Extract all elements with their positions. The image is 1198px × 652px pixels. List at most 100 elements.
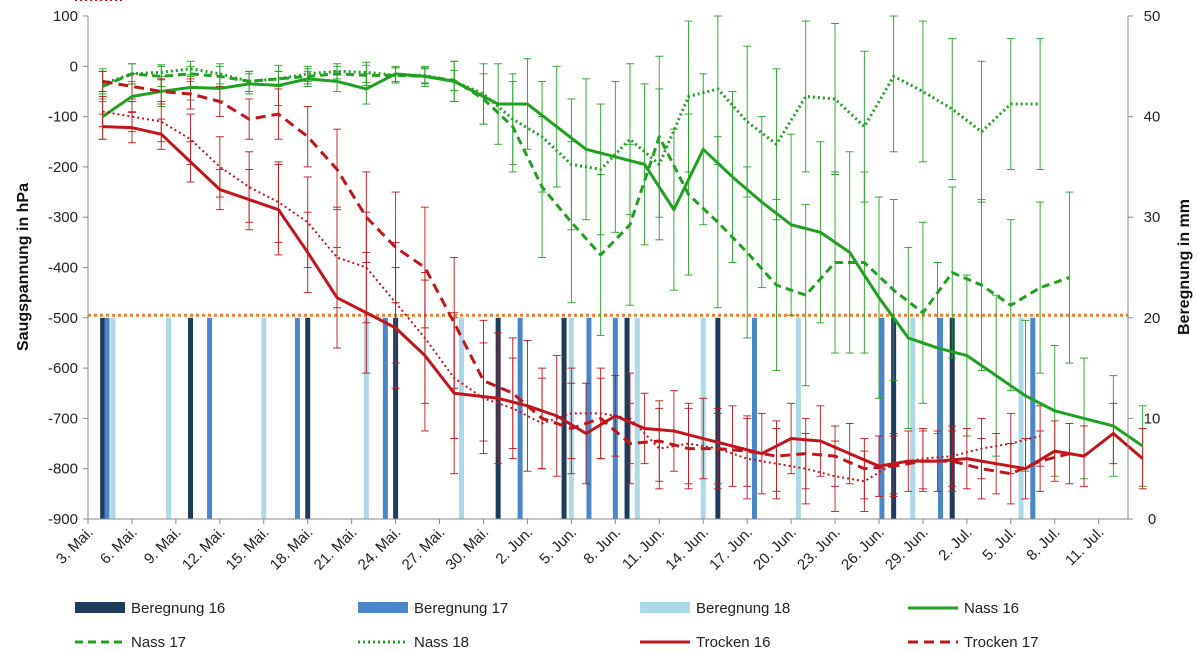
bar-2-3 — [294, 317, 300, 519]
x-tick-label: 11. Jul. — [1062, 524, 1107, 569]
y-left-tick-label: -200 — [48, 159, 78, 176]
plot-area — [88, 15, 1147, 519]
bar-3-3 — [261, 317, 267, 519]
x-tick-label: 11. Jun. — [619, 524, 668, 573]
y-left-tick-label: 0 — [70, 58, 78, 75]
x-tick-label: 21. Mai. — [311, 524, 361, 574]
legend-label: Nass 16 — [964, 600, 1019, 617]
y-axis-left-title: Saugspannung in hPa — [15, 183, 32, 351]
bar-1-3 — [305, 317, 311, 519]
y-left-tick-label: -500 — [48, 310, 78, 327]
bar-2-10 — [938, 317, 944, 519]
y-right-tick-label: 10 — [1144, 410, 1161, 427]
y-right-tick-label: 50 — [1144, 8, 1161, 25]
legend-swatch — [640, 602, 690, 613]
bar-2-11 — [1030, 317, 1036, 519]
y-left-tick-label: -700 — [48, 410, 78, 427]
series-line-6 — [102, 110, 1041, 483]
bar-1-2 — [188, 317, 194, 519]
x-tick-label: 2. Jun. — [492, 524, 536, 568]
x-tick-label: 6. Mai. — [97, 524, 141, 568]
bar-2-6 — [586, 317, 592, 519]
legend-item: Trocken 17 — [908, 634, 1038, 651]
legend-item: Trocken 16 — [640, 634, 770, 651]
bar-3-1 — [110, 317, 116, 519]
bar-3-10 — [910, 317, 916, 519]
y-left-tick-label: -800 — [48, 461, 78, 478]
legend-label: Beregnung 17 — [414, 600, 508, 617]
series-line-4 — [102, 125, 1144, 471]
x-tick-label: 2. Jul. — [935, 524, 975, 564]
x-tick-label: 29. Jun. — [882, 524, 932, 574]
bar-3-2 — [166, 317, 172, 519]
y-axis-right-title: Beregnung in mm — [1176, 199, 1193, 335]
y-left-tick-label: 100 — [53, 8, 78, 25]
legend-item: Nass 16 — [908, 600, 1019, 617]
legend-item: Trocken 18 — [75, 0, 205, 4]
bar-2-1 — [104, 317, 110, 519]
y-left-tick-label: -100 — [48, 109, 78, 126]
y-left-tick-label: -400 — [48, 260, 78, 277]
y-right-tick-label: 40 — [1144, 109, 1161, 126]
bar-1-10 — [949, 317, 955, 519]
bar-1-7 — [624, 317, 630, 519]
legend-label: Trocken 17 — [964, 634, 1038, 651]
bar-3-4 — [363, 317, 369, 519]
x-tick-label: 17. Jun. — [706, 524, 756, 574]
legend-label: Trocken 16 — [696, 634, 770, 651]
series-line-5 — [102, 79, 1070, 476]
y-right-tick-label: 30 — [1144, 209, 1161, 226]
x-tick-label: 12. Mai. — [179, 524, 229, 574]
legend-label: Nass 17 — [131, 634, 186, 651]
x-tick-label: 30. Mai. — [443, 524, 493, 574]
bar-3-5 — [459, 317, 465, 519]
legend-item: Nass 17 — [75, 634, 186, 651]
legend-label: Nass 18 — [414, 634, 469, 651]
bar-1-6 — [561, 317, 567, 519]
bar-2-8 — [751, 317, 757, 519]
bar-3-7 — [634, 317, 640, 519]
x-tick-label: 24. Mai. — [355, 524, 405, 574]
legend-item: Beregnung 16 — [75, 600, 225, 617]
x-tick-label: 5. Jun. — [536, 524, 580, 568]
y-right-tick-label: 0 — [1148, 511, 1156, 528]
legend-label: Beregnung 18 — [696, 600, 790, 617]
y-left-tick-label: -300 — [48, 209, 78, 226]
bar-3-9 — [795, 317, 801, 519]
x-tick-label: 8. Jun. — [580, 524, 624, 568]
error-bars-4 — [98, 112, 1147, 500]
y-left-tick-label: -900 — [48, 511, 78, 528]
y-right-tick-label: 20 — [1144, 310, 1161, 327]
x-tick-label: 8. Jul. — [1023, 524, 1063, 564]
legend-item: Nass 18 — [358, 634, 469, 651]
series-line-3 — [102, 67, 1041, 171]
y-left-tick-label: -600 — [48, 360, 78, 377]
error-bars-3 — [98, 15, 1045, 241]
x-tick-label: 26. Jun. — [838, 524, 888, 574]
legend: Beregnung 16 Beregnung 17 Beregnung 18 Nass… — [75, 0, 1038, 651]
bar-3-11 — [1018, 317, 1024, 519]
x-tick-label: 3. Mai. — [53, 524, 97, 568]
x-tick-label: 18. Mai. — [267, 524, 317, 574]
x-tick-label: 14. Jun. — [662, 524, 712, 574]
bar-2-5 — [517, 317, 523, 519]
bar-1-4 — [393, 317, 399, 519]
x-tick-label: 5. Jul. — [979, 524, 1019, 564]
bar-2-4 — [382, 317, 388, 519]
legend-item: Beregnung 18 — [640, 600, 790, 617]
legend-swatch — [358, 602, 408, 613]
bar-series-3 — [110, 317, 1024, 519]
bar-1-9 — [891, 317, 897, 519]
legend-item: Beregnung 17 — [358, 600, 508, 617]
x-tick-label: 15. Mai. — [223, 524, 273, 574]
legend-label: Trocken 18 — [131, 0, 205, 4]
bar-2-9 — [879, 317, 885, 519]
x-tick-label: 23. Jun. — [794, 524, 844, 574]
x-tick-label: 27. Mai. — [399, 524, 449, 574]
series-line-1 — [101, 72, 1144, 448]
bar-1-1 — [100, 317, 106, 519]
x-tick-label: 20. Jun. — [750, 524, 800, 574]
series-line-2 — [102, 72, 1070, 315]
bar-2-2 — [207, 317, 213, 519]
